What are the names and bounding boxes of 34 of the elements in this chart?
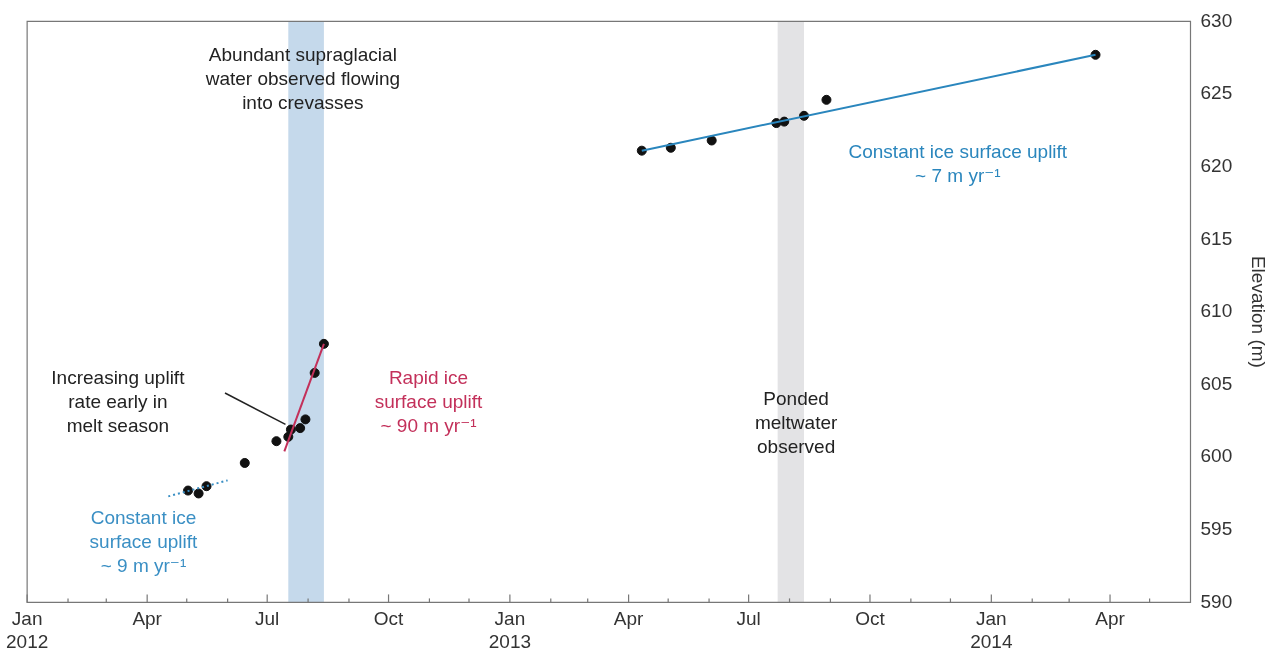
- point: [821, 94, 832, 105]
- x-tick-label: Oct: [373, 608, 405, 630]
- point: [295, 423, 306, 434]
- x-tick-label: Jan 2012: [5, 608, 49, 652]
- y-tick-label: 620: [1200, 154, 1233, 176]
- y-tick-label: 590: [1200, 590, 1233, 612]
- annotation: Abundant supraglacial water observed flowing into crevasses: [204, 43, 401, 113]
- point: [300, 414, 311, 425]
- annotation: Constant ice surface uplift ~ 7 m yr⁻¹: [848, 140, 1068, 186]
- y-axis-title: Elevation (m): [1248, 255, 1270, 368]
- x-tick-label: Jan 2013: [488, 608, 532, 652]
- point: [271, 436, 282, 447]
- y-tick-label: 615: [1200, 227, 1233, 249]
- y-tick-label: 625: [1200, 82, 1233, 104]
- annotation: Ponded meltwater observed: [754, 387, 838, 457]
- x-tick-label: Apr: [1095, 608, 1126, 630]
- y-tick-label: 605: [1200, 372, 1233, 394]
- point: [239, 457, 250, 468]
- point: [183, 485, 194, 496]
- annotation: Constant ice surface uplift ~ 9 m yr⁻¹: [89, 507, 199, 577]
- x-tick-label: Oct: [855, 608, 886, 630]
- x-tick-label: Apr: [613, 608, 645, 630]
- x-tick-label: Jul: [255, 608, 280, 630]
- point: [193, 488, 204, 499]
- y-tick-label: 630: [1200, 9, 1233, 31]
- x-tick-label: Jan 2014: [970, 608, 1013, 652]
- x-tick-label: Apr: [132, 608, 163, 630]
- annotation: Rapid ice surface uplift ~ 90 m yr⁻¹: [374, 367, 484, 437]
- point: [706, 135, 717, 146]
- y-tick-label: 595: [1200, 518, 1233, 540]
- y-tick-label: 600: [1200, 445, 1233, 467]
- y-tick-label: 610: [1200, 300, 1233, 322]
- annotation: Increasing uplift rate early in melt season: [51, 367, 186, 437]
- x-tick-label: Jul: [736, 608, 761, 630]
